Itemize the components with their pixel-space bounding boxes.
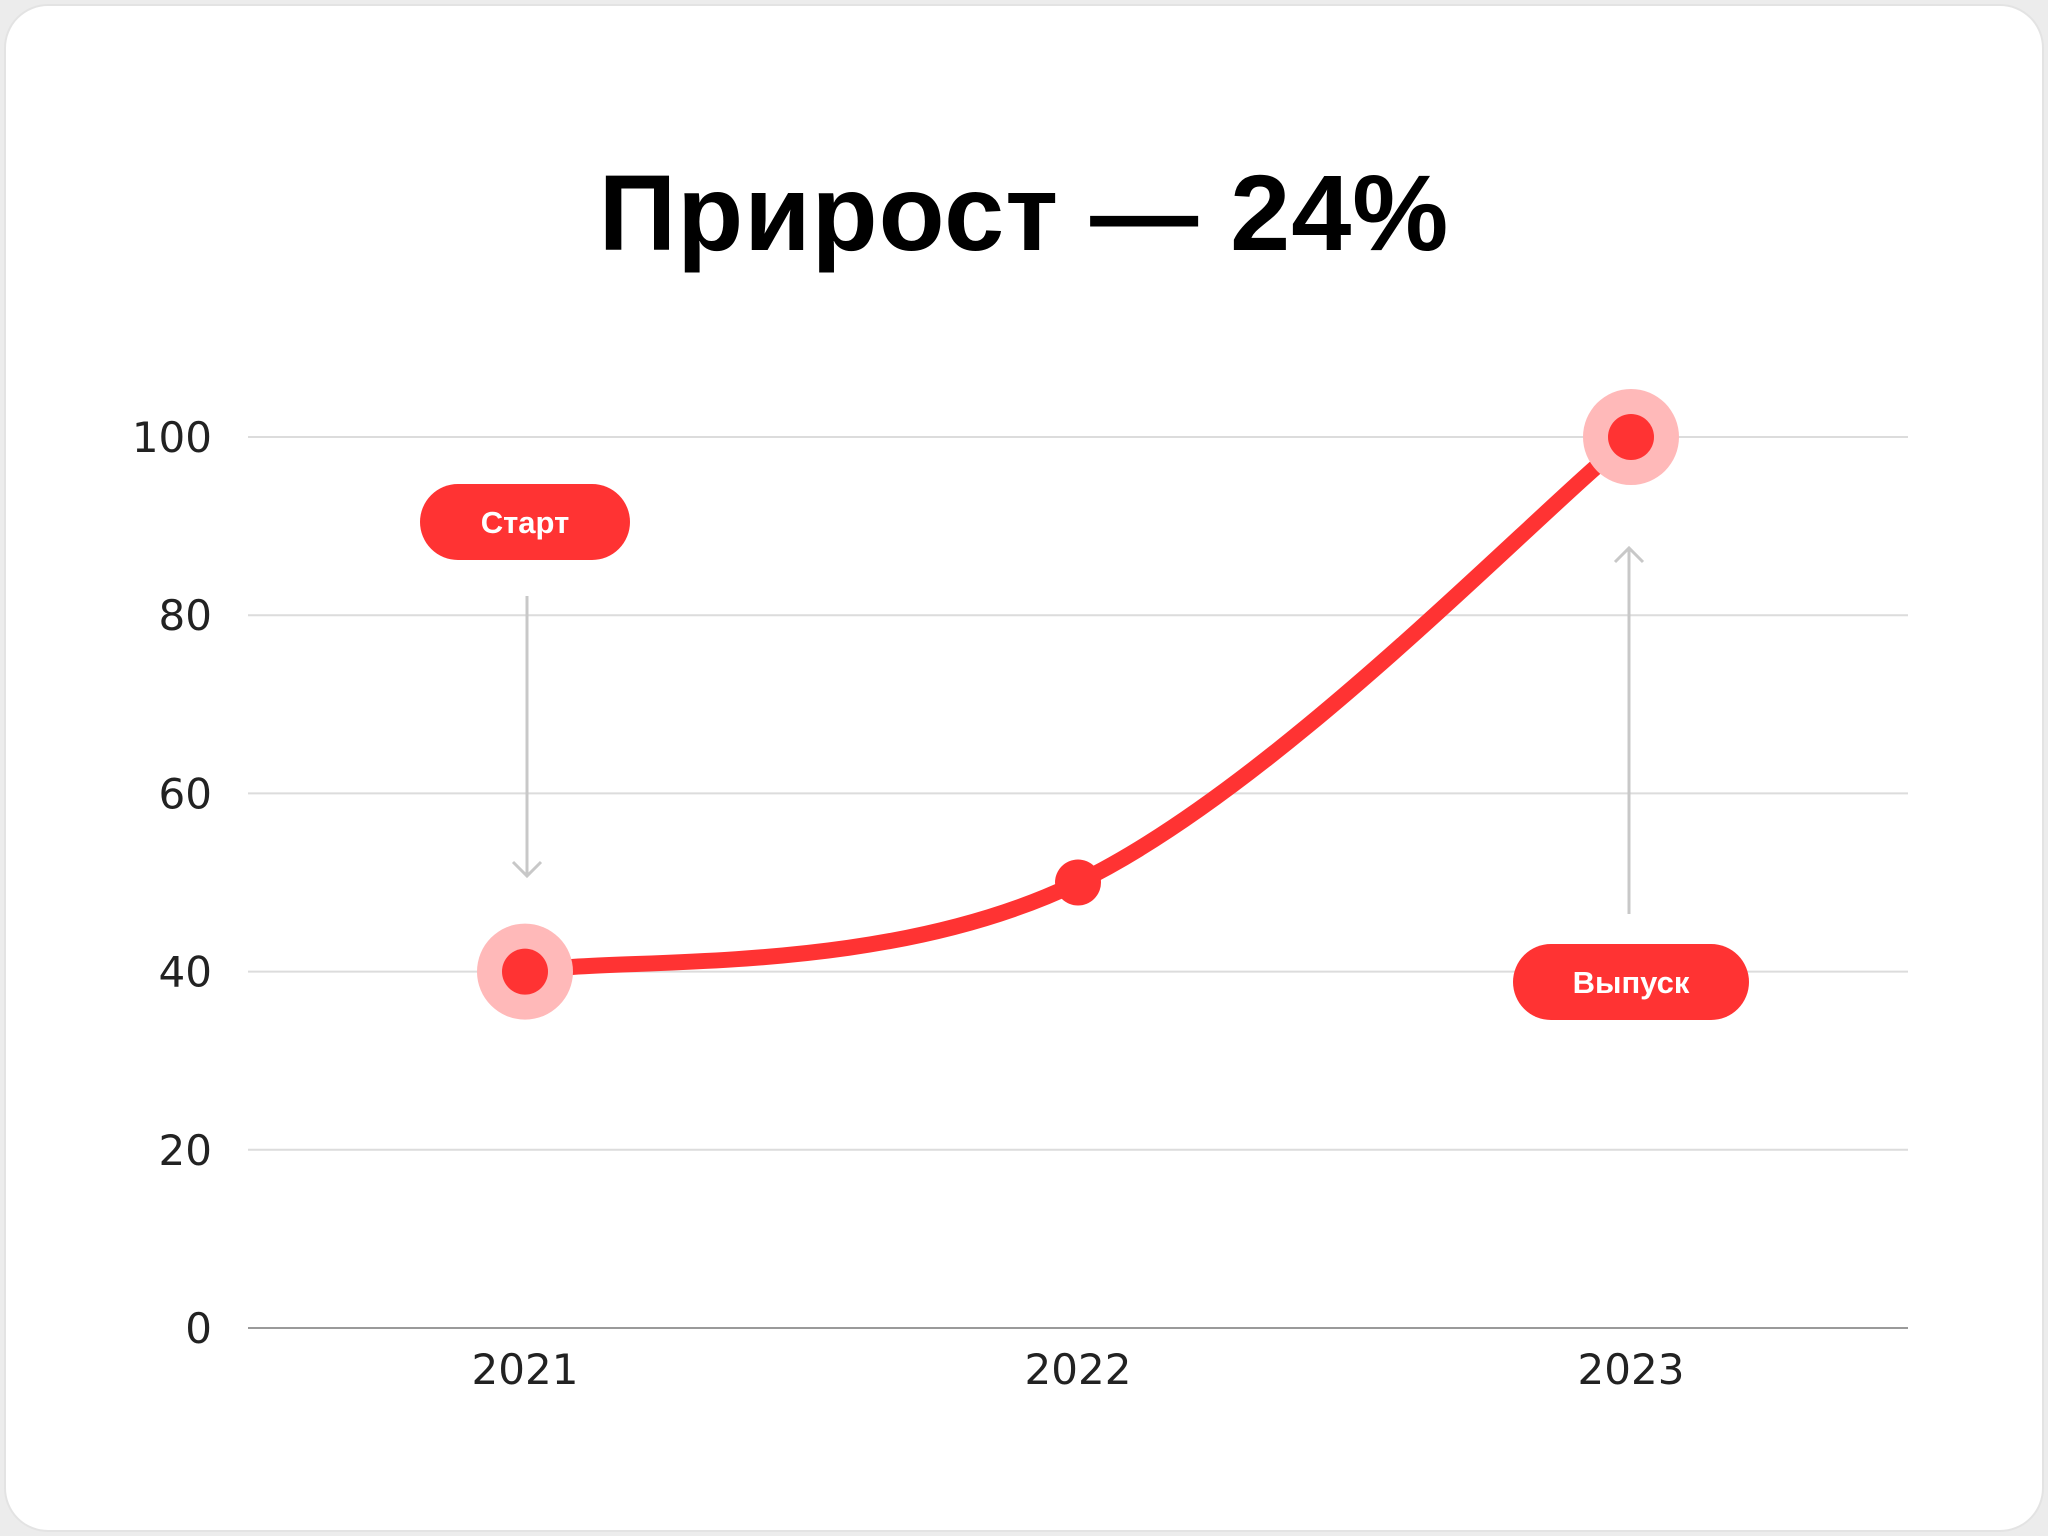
data-point [502,948,548,995]
arrow-head [1613,545,1645,564]
arrow-head [511,860,543,879]
chart-title: Прирост — 24% [598,152,1450,273]
y-tick-label: 0 [185,1304,212,1353]
data-points [477,389,1679,1020]
annotation-label: Выпуск [1573,965,1690,1000]
y-tick-label: 60 [159,769,212,818]
y-tick-label: 100 [132,413,212,462]
chart-card [4,4,2044,1532]
annotation-arrows [511,545,1645,914]
annotations: Старт Выпуск [420,484,1749,1020]
y-tick-label: 40 [159,948,212,997]
annotation-label: Старт [481,505,570,540]
y-tick-label: 80 [159,591,212,640]
annotation-pill [1513,944,1749,1020]
annotation-pill [420,484,630,560]
data-point [1055,859,1101,906]
x-tick-label: 2022 [1025,1345,1132,1394]
x-tick-label: 2023 [1578,1345,1685,1394]
y-tick-label: 20 [159,1126,212,1175]
y-axis-ticks: 0 20 40 60 80 100 [132,413,212,1353]
data-point [1608,414,1654,460]
x-axis-ticks: 2021 2022 2023 [472,1345,1685,1394]
x-tick-label: 2021 [472,1345,579,1394]
